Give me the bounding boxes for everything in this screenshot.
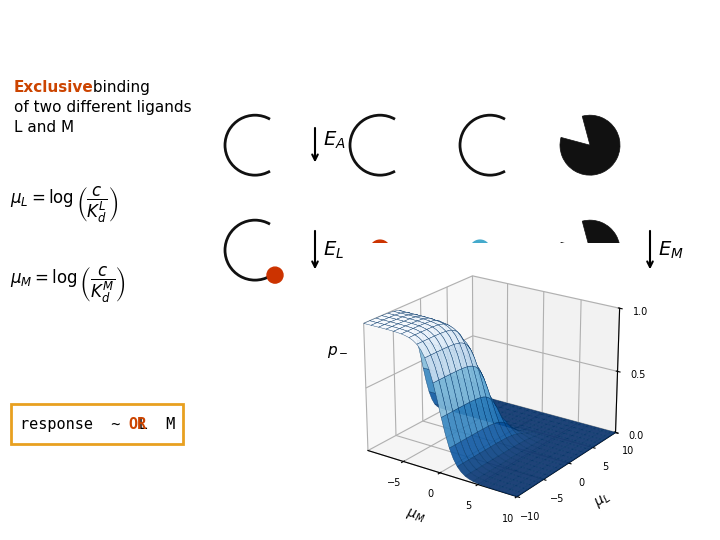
Text: $\mu_L = \log\left(\dfrac{c}{K_d^L}\right)$: $\mu_L = \log\left(\dfrac{c}{K_d^L}\righ… <box>10 185 118 225</box>
Text: $E_M$: $E_M$ <box>658 239 684 261</box>
Text: M: M <box>157 416 175 431</box>
Circle shape <box>267 267 283 283</box>
Circle shape <box>560 264 576 280</box>
Text: OR: OR <box>128 416 146 431</box>
X-axis label: $\mu_M$: $\mu_M$ <box>405 505 427 525</box>
Text: Exclusive: Exclusive <box>14 80 94 95</box>
Text: $E_A$: $E_A$ <box>323 130 346 151</box>
Wedge shape <box>560 220 620 280</box>
Circle shape <box>470 240 490 260</box>
Text: $p_-$: $p_-$ <box>327 345 348 360</box>
Circle shape <box>370 240 390 260</box>
Wedge shape <box>560 115 620 175</box>
Text: binding: binding <box>88 80 150 95</box>
Text: L and M: L and M <box>14 120 74 135</box>
Text: response  ~  L: response ~ L <box>20 416 157 431</box>
Text: Two-state protein binding different ligands: Two-state protein binding different liga… <box>109 13 611 37</box>
Y-axis label: $\mu_L$: $\mu_L$ <box>591 490 613 511</box>
Text: $\mu_M = \log\left(\dfrac{c}{K_d^M}\right)$: $\mu_M = \log\left(\dfrac{c}{K_d^M}\righ… <box>10 265 125 305</box>
Text: of two different ligands: of two different ligands <box>14 100 192 115</box>
FancyBboxPatch shape <box>11 404 183 444</box>
Text: $E_L$: $E_L$ <box>323 239 344 261</box>
